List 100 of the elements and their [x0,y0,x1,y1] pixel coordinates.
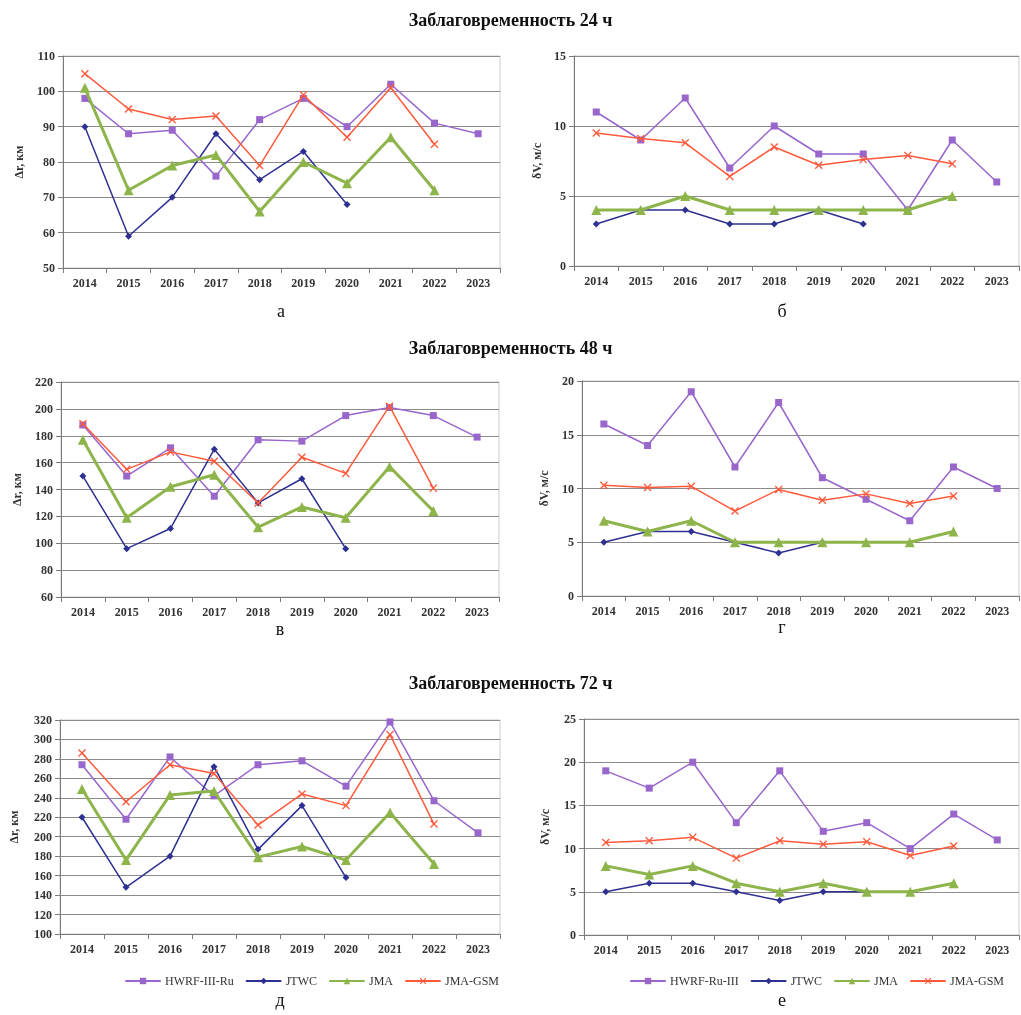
x-tick-label: 2017 [724,943,749,957]
text: в [275,619,285,639]
point [342,545,350,553]
point [731,878,742,889]
point [385,807,395,818]
y-tick-label: 10 [564,841,576,856]
point [814,161,823,170]
point [726,164,734,172]
x-tick-label: 2021 [377,605,402,619]
point [298,437,306,445]
point [430,820,438,829]
point [342,178,353,189]
y-axis-title: Δr, км [12,145,26,179]
point [79,472,87,480]
point [254,761,262,769]
legend-label: JTWC [285,974,317,988]
point [726,220,734,228]
point [166,753,174,761]
point [948,136,956,144]
point [732,854,741,863]
x-tick-label: 2023 [985,943,1010,957]
y-tick-label: 220 [35,375,53,389]
y-tick-label: 15 [562,427,574,442]
point [340,512,351,523]
x-tick-label: 2015 [635,604,660,618]
y-tick-label: 300 [34,732,52,747]
point [599,481,608,490]
point [950,810,958,818]
point [342,801,350,810]
point [601,838,610,847]
point [123,545,131,553]
y-tick-label: 160 [35,455,53,470]
x-tick-label: 2021 [898,943,923,957]
y-tick-label: 10 [562,481,574,496]
x-tick-label: 2022 [940,274,965,288]
point [81,123,89,131]
text: д [275,990,285,1010]
point [591,205,602,215]
point [341,469,350,478]
x-tick-label: 2015 [114,605,139,619]
point [949,842,958,851]
y-tick-label: 100 [37,84,55,99]
point [428,506,439,516]
point [254,206,265,217]
point [644,869,655,880]
point [256,116,264,124]
legend-label: JMA [873,974,899,988]
y-tick-label: 0 [568,589,574,603]
point [430,119,438,127]
point [600,860,611,871]
x-tick-label: 2020 [854,604,879,618]
x-tick-label: 2016 [679,604,704,618]
point [600,420,608,428]
y-tick-label: 140 [35,482,53,497]
point [167,524,174,532]
y-tick-label: 140 [34,888,52,903]
point [863,819,871,827]
point [168,193,176,201]
point [948,878,959,889]
x-tick-label: 2015 [637,943,662,957]
point [342,782,350,790]
point [862,495,870,503]
point [210,763,218,771]
text: г [778,617,786,637]
x-tick-label: 2020 [333,605,358,619]
point [473,433,481,441]
y-axis-title: δV, м/с [530,142,544,180]
point [645,879,653,887]
point [253,852,263,863]
y-tick-label: 0 [560,259,566,273]
point [386,718,394,726]
x-tick-label: 2016 [680,943,705,957]
point [724,205,735,215]
text: а [277,301,285,321]
point [299,90,308,99]
y-tick-label: 220 [34,810,52,825]
x-tick-label: 2019 [810,604,835,618]
legend-label: HWRF-III-Ru [165,974,234,988]
point [77,434,88,445]
x-tick-label: 2023 [985,604,1010,618]
y-tick-label: 5 [570,884,576,899]
point [166,760,174,769]
x-tick-label: 2016 [160,276,185,290]
y-tick-label: 200 [35,401,53,416]
x-tick-label: 2022 [941,943,966,957]
x-tick-label: 2019 [806,274,831,288]
point [862,837,871,846]
point [254,821,262,830]
y-tick-label: 100 [34,927,52,941]
point [77,784,87,795]
point [122,815,130,823]
x-tick-label: 2014 [70,942,94,956]
point [386,83,395,92]
x-tick-label: 2021 [897,604,922,618]
y-tick-label: 0 [570,928,576,942]
point [645,784,653,792]
point [732,888,740,896]
point [78,813,86,821]
point [343,200,351,208]
point [210,769,218,778]
